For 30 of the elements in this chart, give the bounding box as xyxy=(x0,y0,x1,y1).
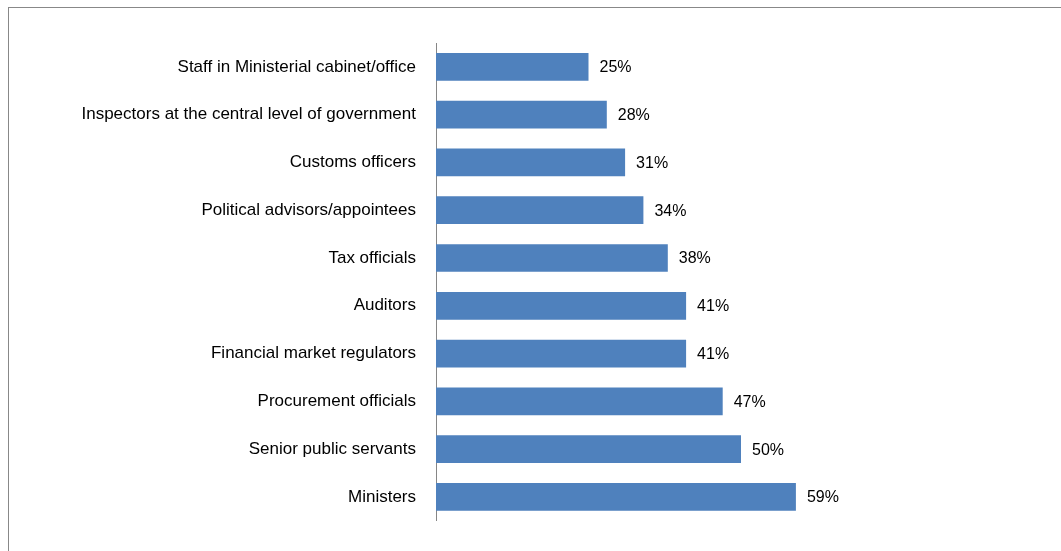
data-label: 34% xyxy=(654,201,687,219)
bar xyxy=(436,244,668,272)
data-label: 28% xyxy=(617,106,650,124)
data-label: 50% xyxy=(752,440,785,458)
y-tick-label: Tax officials xyxy=(328,247,416,267)
bar xyxy=(436,435,741,463)
y-tick-label: Ministers xyxy=(347,486,416,506)
data-label: 41% xyxy=(697,344,730,362)
y-tick-label: Financial market regulators xyxy=(210,343,416,363)
y-tick-label: Staff in Ministerial cabinet/office xyxy=(177,56,416,76)
bar xyxy=(436,148,626,177)
data-label: 31% xyxy=(636,153,669,171)
data-label: 38% xyxy=(678,249,711,267)
y-tick-label: Inspectors at the central level of government xyxy=(81,104,417,124)
data-label: 25% xyxy=(599,58,632,76)
data-label: 41% xyxy=(697,297,730,315)
y-tick-label: Political advisors/appointees xyxy=(201,199,416,219)
y-tick-label: Procurement officials xyxy=(257,391,416,411)
bar xyxy=(436,483,796,511)
bar xyxy=(436,387,723,416)
bar xyxy=(436,53,589,81)
bar xyxy=(436,291,687,320)
data-label: 47% xyxy=(733,392,766,410)
bar xyxy=(436,196,644,225)
y-tick-label: Senior public servants xyxy=(248,438,416,458)
y-tick-label: Customs officers xyxy=(289,152,416,172)
y-tick-label: Auditors xyxy=(353,295,416,315)
data-label: 59% xyxy=(806,488,839,506)
bar xyxy=(436,339,687,368)
bar xyxy=(436,100,607,129)
